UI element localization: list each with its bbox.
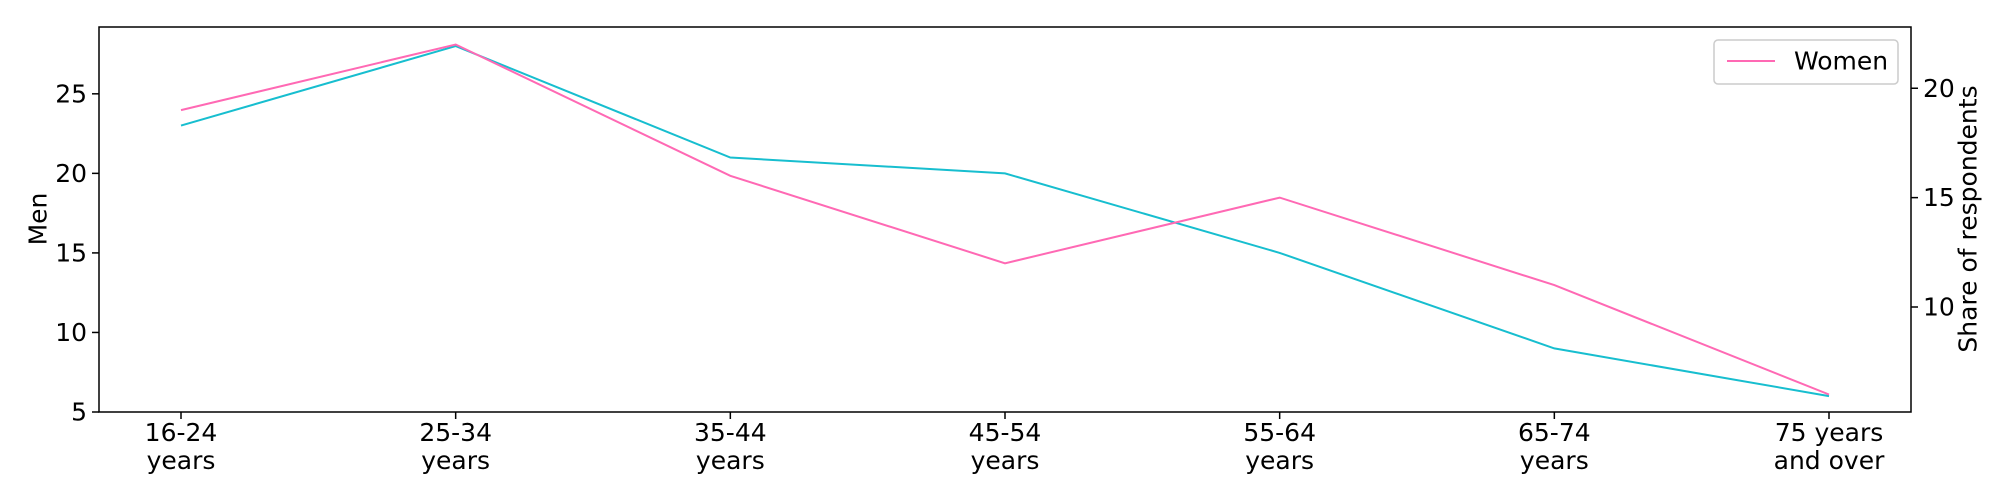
y2-tick-label: 15: [1923, 183, 1955, 212]
y-tick-label: 15: [55, 238, 87, 267]
legend-label-women: Women: [1794, 47, 1888, 76]
y2-tick-label: 10: [1923, 293, 1955, 322]
series-line-men: [180, 45, 1830, 398]
y-tick-label: 10: [55, 318, 87, 347]
y-axis-title: Men: [24, 193, 53, 246]
y-tick-label: 25: [55, 79, 87, 108]
x-tick-label: 75 years and over: [1774, 418, 1885, 475]
y2-tick-label: 20: [1923, 74, 1955, 103]
chart-ticks: 16-24 years 25-34 years 35-44 years 45-54 years…: [55, 74, 1955, 475]
chart-marks: [180, 43, 1830, 398]
x-tick-label: 35-44 years: [694, 418, 767, 475]
y-tick-label: 5: [71, 398, 87, 427]
y-tick-label: 20: [55, 159, 87, 188]
series-line-women: [180, 43, 1830, 396]
legend: Women: [1713, 39, 1899, 85]
y2-axis-title: Share of respondents: [1954, 85, 1983, 352]
plot-frame: [98, 26, 1912, 413]
x-tick-label: 45-54 years: [969, 418, 1042, 475]
x-tick-label: 16-24 years: [145, 418, 218, 475]
x-tick-label: 55-64 years: [1243, 418, 1316, 475]
legend-box: [1713, 39, 1899, 85]
x-tick-label: 65-74 years: [1518, 418, 1591, 475]
x-tick-label: 25-34 years: [419, 418, 492, 475]
